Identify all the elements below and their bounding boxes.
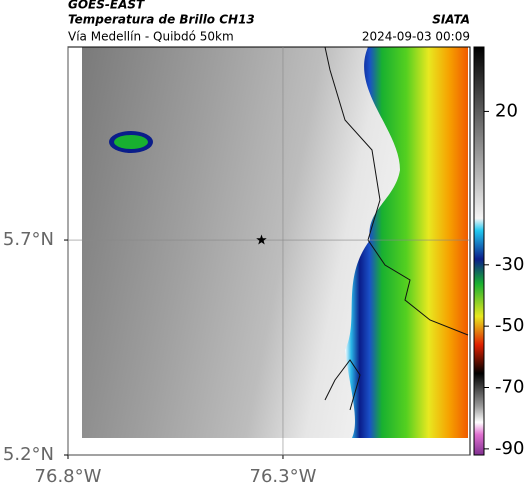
source: SIATA (432, 13, 470, 27)
x-tick-label: 76.8°W (35, 466, 102, 487)
colorbar (473, 46, 485, 456)
satellite-image (82, 46, 469, 438)
title: GOES-EAST (68, 0, 145, 12)
colorbar-tick-label: -70 (495, 377, 524, 398)
y-tick-label: 5.7°N (3, 229, 54, 250)
colorbar-tick-label: -30 (495, 254, 524, 275)
timestamp: 2024-09-03 00:09 (362, 30, 470, 44)
route: Vía Medellín - Quibdó 50km (68, 30, 234, 44)
subtitle: Temperatura de Brillo CH13 (68, 13, 255, 27)
x-tick-label: 76.3°W (250, 466, 317, 487)
colorbar-tick-label: 20 (495, 100, 518, 121)
location-marker (256, 234, 267, 245)
y-tick-label: 5.2°N (3, 444, 54, 465)
colorbar-tick-label: -90 (495, 438, 524, 459)
colorbar-tick-label: -50 (495, 315, 524, 336)
